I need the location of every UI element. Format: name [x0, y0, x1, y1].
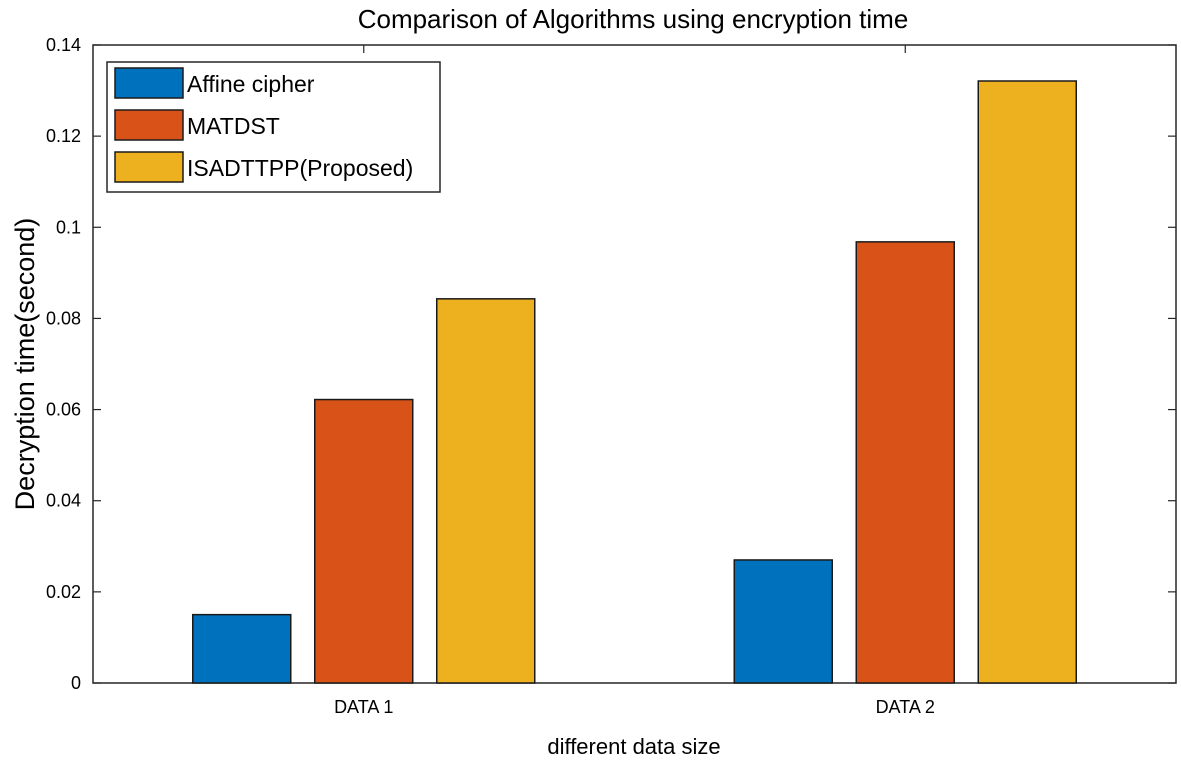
y-tick-label: 0.1 [56, 217, 81, 237]
y-tick-label: 0.04 [46, 491, 81, 511]
y-tick-label: 0.08 [46, 308, 81, 328]
x-axis: DATA 1 DATA 2 [334, 45, 935, 717]
chart-title: Comparison of Algorithms using encryptio… [358, 4, 909, 34]
y-tick-label: 0.12 [46, 126, 81, 146]
legend-label: Affine cipher [187, 71, 315, 97]
y-axis: 0 0.02 0.04 0.06 0.08 0.1 0.12 0.14 [46, 35, 1176, 693]
y-axis-label: Decryption time(second) [10, 218, 40, 511]
x-tick-label: DATA 2 [876, 697, 935, 717]
legend-swatch [114, 67, 184, 99]
legend-label: ISADTTPP(Proposed) [187, 155, 413, 181]
x-axis-label: different data size [547, 734, 720, 759]
bar-matdst-data-1 [314, 398, 414, 684]
legend: Affine cipher MATDST ISADTTPP(Proposed) [106, 61, 441, 193]
y-tick-label: 0.14 [46, 35, 81, 55]
legend-label: MATDST [187, 113, 280, 139]
y-tick-label: 0 [71, 673, 81, 693]
x-tick-label: DATA 1 [334, 697, 393, 717]
legend-swatch [114, 109, 184, 141]
bar-isadttpp-proposed-data-1 [436, 298, 536, 684]
bars [192, 80, 1077, 684]
bar-isadttpp-proposed-data-2 [977, 80, 1077, 684]
bar-affine-cipher-data-2 [733, 559, 833, 684]
y-tick-label: 0.06 [46, 400, 81, 420]
bar-matdst-data-2 [855, 241, 955, 684]
bar-affine-cipher-data-1 [192, 613, 292, 684]
legend-swatch [114, 151, 184, 183]
y-tick-label: 0.02 [46, 582, 81, 602]
